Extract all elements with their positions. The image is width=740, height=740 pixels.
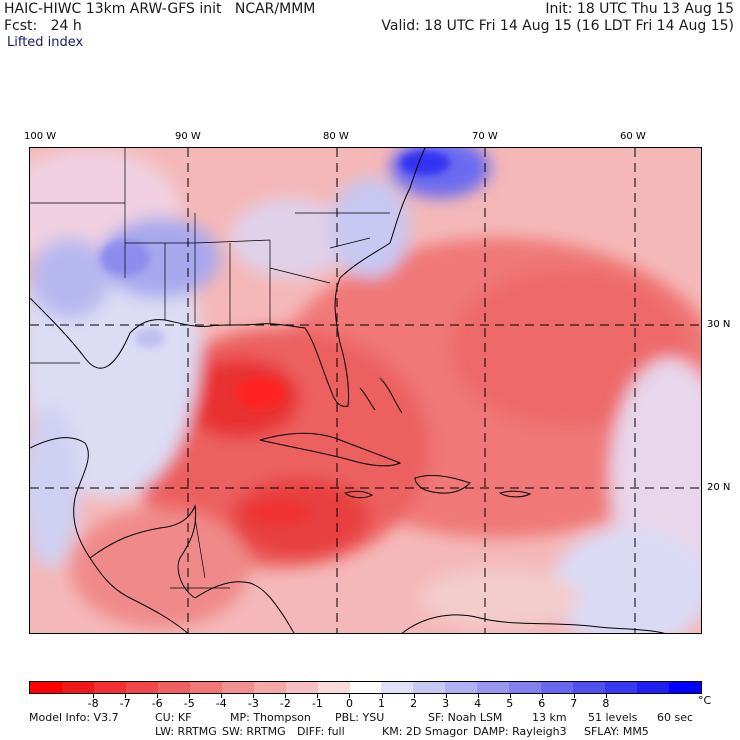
lon-label-90w: 90 W (175, 131, 201, 142)
colorbar-tick-label: 5 (506, 697, 514, 710)
colorbar-segment (413, 682, 446, 693)
colorbar (29, 681, 702, 694)
colorbar-tick-label: -3 (247, 697, 259, 710)
colorbar-segment (541, 682, 574, 693)
model-info-pbl: PBL: YSU (335, 711, 385, 724)
coastlines (30, 148, 665, 633)
colorbar-tick-label: -4 (215, 697, 227, 710)
colorbar-tick-mark (157, 694, 159, 698)
colorbar-segment (605, 682, 638, 693)
field-shading (30, 148, 701, 633)
colorbar-tick-mark (221, 694, 223, 698)
colorbar-tick-label: 6 (538, 697, 546, 710)
map-graphic (30, 148, 701, 633)
model-title: HAIC-HIWC 13km ARW-GFS init NCAR/MMM (4, 1, 316, 17)
model-info-version: Model Info: V3.7 (29, 711, 119, 724)
colorbar-segment (445, 682, 478, 693)
model-info-lw: LW: RRTMG (155, 725, 217, 738)
colorbar-segment (381, 682, 414, 693)
colorbar-tick-label: 3 (442, 697, 450, 710)
colorbar-tick-mark (413, 694, 415, 698)
colorbar-tick-mark (477, 694, 479, 698)
colorbar-segment (285, 682, 318, 693)
colorbar-segment (317, 682, 350, 693)
latlon-grid (30, 148, 701, 633)
colorbar-tick-mark (253, 694, 255, 698)
model-info-sw: SW: RRTMG (222, 725, 286, 738)
colorbar-tick-label: 8 (602, 697, 610, 710)
colorbar-segment (669, 682, 702, 693)
model-info-resolution: 13 km (532, 711, 567, 724)
colorbar-tick-mark (93, 694, 95, 698)
colorbar-tick-mark (349, 694, 351, 698)
colorbar-tick-mark (605, 694, 607, 698)
colorbar-segment (509, 682, 542, 693)
colorbar-segment (93, 682, 126, 693)
colorbar-tick-label: -7 (119, 697, 131, 710)
forecast-hour: Fcst: 24 h (4, 18, 82, 34)
model-info-damp: DAMP: Rayleigh3 (473, 725, 567, 738)
model-info-diff: DIFF: full (297, 725, 345, 738)
colorbar-segment (125, 682, 158, 693)
init-time: Init: 18 UTC Thu 13 Aug 15 (545, 1, 734, 17)
colorbar-tick-mark (573, 694, 575, 698)
field-detail (100, 151, 450, 525)
colorbar-tick-mark (189, 694, 191, 698)
model-info-sflay: SFLAY: MM5 (584, 725, 649, 738)
colorbar-segment (189, 682, 222, 693)
colorbar-tick-label: -1 (311, 697, 323, 710)
lon-label-60w: 60 W (620, 131, 646, 142)
lifted-index-map (29, 147, 702, 634)
colorbar-tick-mark (445, 694, 447, 698)
colorbar-tick-mark (381, 694, 383, 698)
political-boundaries (30, 148, 390, 589)
lat-label-20n: 20 N (707, 482, 731, 493)
model-info-levels: 51 levels (588, 711, 638, 724)
colorbar-segment (157, 682, 190, 693)
valid-time: Valid: 18 UTC Fri 14 Aug 15 (16 LDT Fri … (381, 18, 734, 34)
colorbar-tick-label: -5 (183, 697, 195, 710)
colorbar-segment (253, 682, 286, 693)
colorbar-tick-mark (317, 694, 319, 698)
lat-label-30n: 30 N (707, 319, 731, 330)
model-info-timestep: 60 sec (657, 711, 694, 724)
lon-label-70w: 70 W (472, 131, 498, 142)
colorbar-tick-label: 4 (474, 697, 482, 710)
colorbar-tick-label: 1 (378, 697, 386, 710)
colorbar-tick-label: -6 (151, 697, 163, 710)
colorbar-tick-mark (285, 694, 287, 698)
colorbar-tick-label: 7 (570, 697, 578, 710)
lon-label-100w: 100 W (24, 131, 57, 142)
colorbar-segment (61, 682, 94, 693)
colorbar-segment (637, 682, 670, 693)
colorbar-segment (30, 682, 62, 693)
model-info-km: KM: 2D Smagor (382, 725, 468, 738)
field-name: Lifted index (7, 35, 84, 50)
colorbar-tick-label: 0 (345, 697, 353, 710)
colorbar-tick-label: 2 (410, 697, 418, 710)
colorbar-unit: °C (698, 694, 712, 707)
colorbar-tick-label: -8 (87, 697, 99, 710)
model-info-mp: MP: Thompson (230, 711, 311, 724)
model-info-cu: CU: KF (155, 711, 192, 724)
colorbar-segment (349, 682, 382, 693)
colorbar-segment (221, 682, 254, 693)
lon-label-80w: 80 W (323, 131, 349, 142)
colorbar-tick-mark (541, 694, 543, 698)
colorbar-tick-mark (509, 694, 511, 698)
colorbar-tick-label: -2 (279, 697, 291, 710)
colorbar-segment (573, 682, 606, 693)
model-info-sf: SF: Noah LSM (428, 711, 503, 724)
colorbar-segment (477, 682, 510, 693)
colorbar-tick-mark (125, 694, 127, 698)
